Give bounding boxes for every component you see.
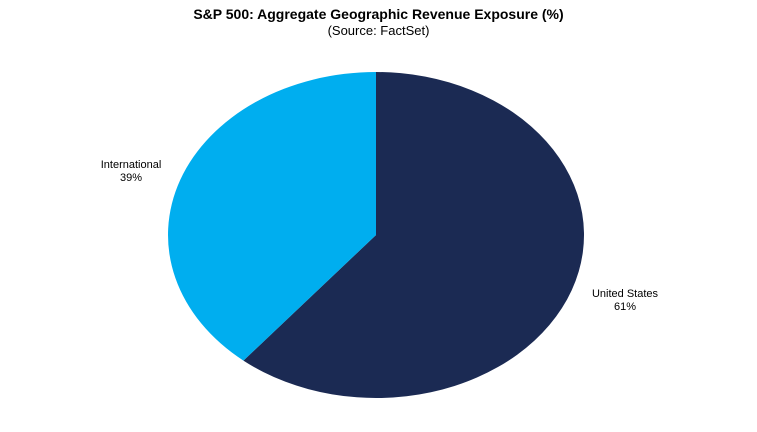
chart-title: S&P 500: Aggregate Geographic Revenue Ex… (193, 6, 564, 22)
slice-value-label: 61% (614, 301, 636, 313)
slice-value-label: 39% (120, 172, 142, 184)
chart-subtitle: (Source: FactSet) (327, 23, 430, 38)
pie-slice-international (168, 72, 376, 361)
slice-label: International (101, 159, 162, 171)
pie-slices (168, 72, 585, 398)
pie-slice-united-states (243, 72, 585, 398)
slice-label: United States (592, 288, 659, 300)
